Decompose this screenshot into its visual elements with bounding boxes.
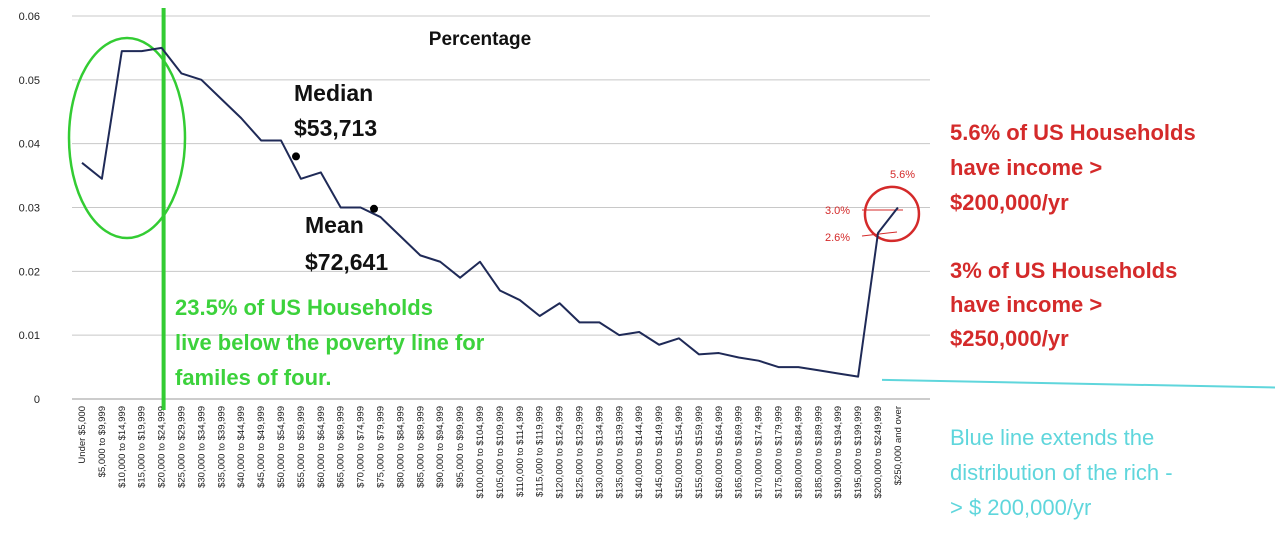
x-tick-label: $30,000 to $34,999 [196, 406, 207, 488]
rich250-annotation-line3: $250,000/yr [950, 326, 1069, 351]
x-tick-label: $115,000 to $119,999 [535, 406, 546, 497]
y-tick-label: 0.03 [19, 203, 40, 215]
x-tick-label: $145,000 to $149,999 [654, 406, 665, 498]
x-tick-label: $195,000 to $199,999 [853, 406, 864, 498]
x-tick-label: $35,000 to $39,999 [216, 406, 227, 488]
median-value-label: $53,713 [294, 115, 377, 141]
annotation-shapes [67, 8, 921, 410]
median-label: Median [294, 80, 373, 106]
rich250-annotation-line2: have income > [950, 292, 1102, 317]
poverty-annotation-line2: live below the poverty line for [175, 330, 485, 355]
x-tick-label: $120,000 to $124,999 [555, 406, 566, 498]
mean-value-label: $72,641 [305, 249, 388, 275]
x-tick-label: $190,000 to $194,999 [833, 406, 844, 498]
x-tick-label: $135,000 to $139,999 [614, 406, 625, 498]
y-tick-label: 0.02 [19, 266, 40, 278]
poverty-annotation-line3: familes of four. [175, 365, 331, 390]
rich250-annotation-line1: 3% of US Households [950, 258, 1177, 283]
x-tick-label: $75,000 to $79,999 [376, 406, 387, 488]
poverty-annotation-line1: 23.5% of US Households [175, 295, 433, 320]
x-tick-label: $185,000 to $189,999 [813, 406, 824, 498]
x-tick-label: $40,000 to $44,999 [236, 406, 247, 488]
x-tick-label: $160,000 to $164,999 [714, 406, 725, 498]
peak-ellipse [67, 36, 187, 240]
x-tick-label: $125,000 to $129,999 [575, 406, 586, 498]
y-tick-label: 0 [34, 394, 40, 406]
x-tick-label: $105,000 to $109,999 [495, 406, 506, 498]
mean-label: Mean [305, 212, 364, 238]
y-tick-label: 0.04 [19, 139, 40, 151]
x-tick-label: $80,000 to $84,999 [395, 406, 406, 488]
x-tick-label: $85,000 to $89,999 [415, 406, 426, 488]
rich-annotation-line3: $200,000/yr [950, 190, 1069, 215]
mean-marker [370, 204, 378, 213]
pct-26-label: 2.6% [825, 232, 850, 244]
x-tick-label: $20,000 to $24,999 [157, 406, 168, 488]
x-tick-label: $5,000 to $9,999 [97, 406, 108, 477]
x-tick-label: $25,000 to $29,999 [177, 406, 188, 488]
x-tick-label: $55,000 to $59,999 [296, 406, 307, 488]
x-tick-label: $45,000 to $49,999 [256, 406, 267, 488]
x-tick-label: $100,000 to $104,999 [475, 406, 486, 498]
x-tick-label: $150,000 to $154,999 [674, 406, 685, 498]
chart-title: Percentage [429, 29, 531, 50]
grid-lines [72, 15, 930, 400]
x-tick-label: $15,000 to $19,999 [137, 406, 148, 488]
y-tick-label: 0.05 [19, 75, 40, 87]
x-tick-label: $250,000 and over [893, 406, 904, 485]
x-tick-label: $95,000 to $99,999 [455, 406, 466, 488]
pct-56-label: 5.6% [890, 169, 915, 181]
x-tick-label: $50,000 to $54,999 [276, 406, 287, 488]
x-axis: Under $5,000 $5,000 to $9,999 $10,000 to $… [77, 406, 904, 498]
x-tick-label: $170,000 to $174,999 [754, 406, 765, 498]
rich-extension-line [881, 378, 1275, 389]
extension-annotation-line3: > $ 200,000/yr [950, 495, 1091, 520]
x-tick-label: $175,000 to $179,999 [774, 406, 785, 498]
pct-26-leader [861, 231, 898, 237]
y-axis: 0 0.01 0.02 0.03 0.04 0.05 0.06 [19, 11, 40, 406]
y-tick-label: 0.06 [19, 11, 40, 23]
x-tick-label: $70,000 to $74,999 [356, 406, 367, 488]
x-tick-label: $180,000 to $184,999 [793, 406, 804, 498]
rich-annotation-line2: have income > [950, 155, 1102, 180]
x-tick-label: $200,000 to $249,999 [873, 406, 884, 498]
y-tick-label: 0.01 [19, 330, 40, 342]
x-tick-label: $65,000 to $69,999 [336, 406, 347, 488]
x-tick-label: $90,000 to $94,999 [435, 406, 446, 488]
x-tick-label: $155,000 to $159,999 [694, 406, 705, 498]
rich-tail-circle [863, 185, 921, 243]
median-marker [292, 152, 300, 161]
x-tick-label: $10,000 to $14,999 [117, 406, 128, 488]
rich-annotation-line1: 5.6% of US Households [950, 120, 1196, 145]
extension-annotation-line2: distribution of the rich - [950, 460, 1173, 485]
x-tick-label: $110,000 to $114,999 [515, 406, 526, 497]
data-series [81, 46, 1275, 389]
x-tick-label: $140,000 to $144,999 [634, 406, 645, 498]
extension-annotation-line1: Blue line extends the [950, 425, 1154, 450]
pct-30-label: 3.0% [825, 205, 850, 217]
x-tick-label: $165,000 to $169,999 [734, 406, 745, 498]
x-tick-label: Under $5,000 [77, 406, 88, 464]
x-tick-label: $60,000 to $64,999 [316, 406, 327, 488]
income-distribution-line [81, 46, 899, 378]
x-tick-label: $130,000 to $134,999 [594, 406, 605, 498]
